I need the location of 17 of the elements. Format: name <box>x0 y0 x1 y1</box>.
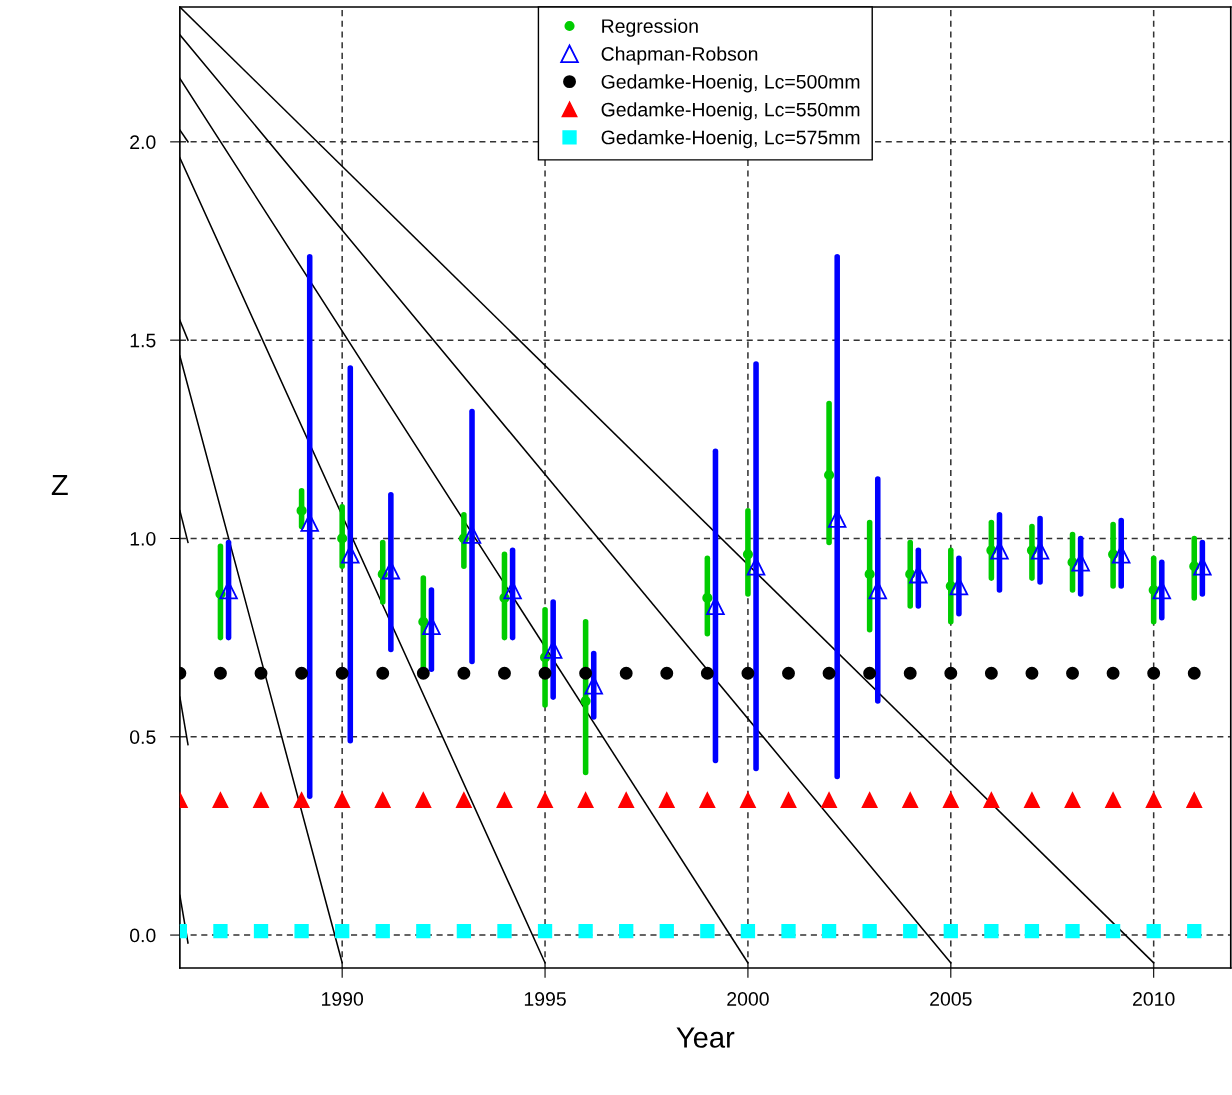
y-tick-label: 1.0 <box>130 531 156 546</box>
y-tick-label: 0.5 <box>129 730 156 744</box>
legend-label: Gedamke-Hoenig, Lc=575mm <box>601 130 860 149</box>
y-tick-label: 0.0 <box>129 928 156 943</box>
legend-label: Gedamke-Hoenig, Lc=550mm <box>601 102 860 121</box>
x-tick-label: 2005 <box>930 992 972 1006</box>
y-axis-title: Z <box>51 474 68 496</box>
y-tick-label: 1.5 <box>130 333 156 348</box>
legend-label: Chapman-Robson <box>601 46 758 65</box>
x-axis-title: Year <box>676 1027 735 1048</box>
y-tick-label: 2.0 <box>130 135 156 150</box>
x-tick-label: 1990 <box>322 992 364 1006</box>
legend-label: Regression <box>602 18 698 37</box>
x-tick-label: 2010 <box>1133 992 1175 1006</box>
x-tick-label: 1995 <box>524 992 566 1006</box>
x-tick-label: 2000 <box>727 992 769 1006</box>
legend-label: Gedamke-Hoenig, Lc=500mm <box>601 74 860 93</box>
